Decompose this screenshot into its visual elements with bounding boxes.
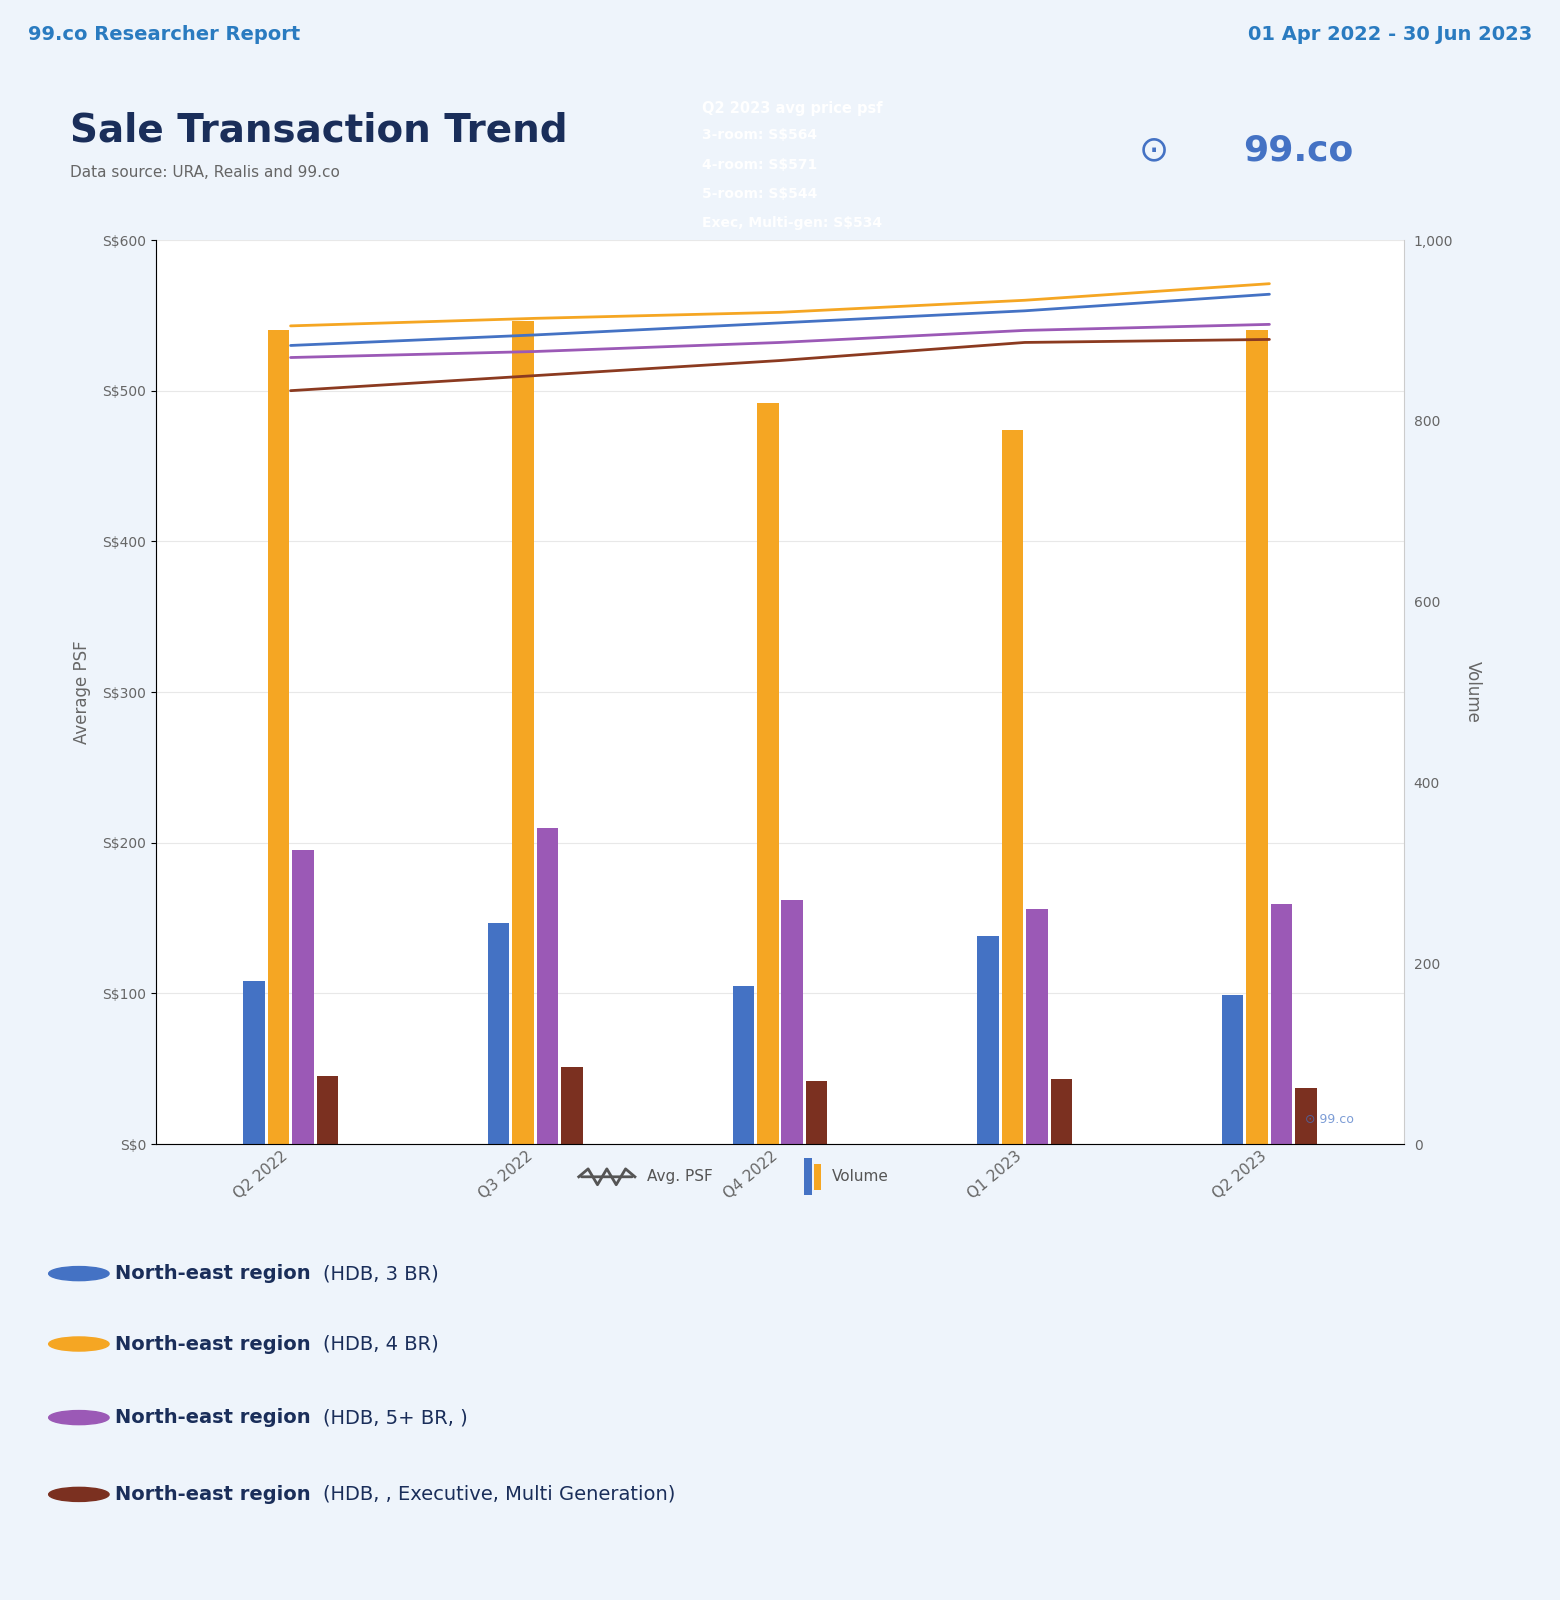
Text: 3-room: S$564: 3-room: S$564 (702, 128, 817, 142)
Bar (268, 331, 289, 1144)
Circle shape (48, 1267, 109, 1280)
Bar (1002, 430, 1023, 1144)
Bar (243, 981, 265, 1144)
Bar (1246, 331, 1268, 1144)
Text: (HDB, 5+ BR, ): (HDB, 5+ BR, ) (323, 1408, 468, 1427)
Text: Q2 2023 avg price psf: Q2 2023 avg price psf (702, 101, 883, 117)
Text: North-east region: North-east region (114, 1264, 310, 1283)
Bar (807, 1080, 827, 1144)
Text: Avg. PSF: Avg. PSF (647, 1170, 713, 1184)
Text: North-east region: North-east region (114, 1334, 310, 1354)
Text: 99.co Researcher Report: 99.co Researcher Report (28, 26, 301, 43)
Bar (977, 936, 998, 1144)
Bar (1026, 909, 1048, 1144)
Bar (805, 1158, 811, 1195)
Circle shape (48, 1488, 109, 1501)
Y-axis label: Average PSF: Average PSF (73, 640, 90, 744)
Circle shape (48, 1411, 109, 1424)
Text: 01 Apr 2022 - 30 Jun 2023: 01 Apr 2022 - 30 Jun 2023 (1248, 26, 1532, 43)
Bar (782, 899, 803, 1144)
Bar (512, 322, 534, 1144)
Bar (757, 403, 778, 1144)
Text: North-east region: North-east region (114, 1485, 310, 1504)
Bar (562, 1067, 583, 1144)
Text: (HDB, 4 BR): (HDB, 4 BR) (323, 1334, 438, 1354)
Circle shape (48, 1338, 109, 1350)
Text: Sale Transaction Trend: Sale Transaction Trend (70, 112, 568, 150)
Text: 5-room: S$544: 5-room: S$544 (702, 187, 817, 200)
Text: (HDB, 3 BR): (HDB, 3 BR) (323, 1264, 438, 1283)
Text: Exec, Multi-gen: S$534: Exec, Multi-gen: S$534 (702, 216, 881, 230)
Text: ⊙ 99.co: ⊙ 99.co (1306, 1114, 1354, 1126)
Bar (292, 850, 314, 1144)
Bar (1271, 904, 1292, 1144)
Text: Volume: Volume (831, 1170, 888, 1184)
Y-axis label: Volume: Volume (1465, 661, 1482, 723)
Bar (733, 986, 753, 1144)
Bar (537, 827, 558, 1144)
Text: 99.co: 99.co (1243, 133, 1353, 166)
Text: North-east region: North-east region (114, 1408, 310, 1427)
Bar (814, 1163, 821, 1190)
Bar (1050, 1078, 1072, 1144)
Bar (317, 1077, 339, 1144)
Bar (488, 923, 510, 1144)
Text: (HDB, , Executive, Multi Generation): (HDB, , Executive, Multi Generation) (323, 1485, 675, 1504)
Bar (1295, 1088, 1317, 1144)
Text: ⊙: ⊙ (1139, 133, 1168, 166)
Bar (1221, 995, 1243, 1144)
Text: Data source: URA, Realis and 99.co: Data source: URA, Realis and 99.co (70, 165, 340, 179)
Text: 4-room: S$571: 4-room: S$571 (702, 157, 817, 171)
